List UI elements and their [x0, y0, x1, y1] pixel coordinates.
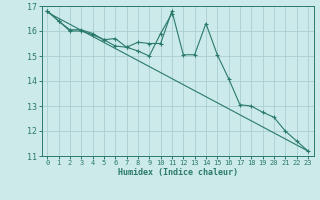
- X-axis label: Humidex (Indice chaleur): Humidex (Indice chaleur): [118, 168, 237, 177]
